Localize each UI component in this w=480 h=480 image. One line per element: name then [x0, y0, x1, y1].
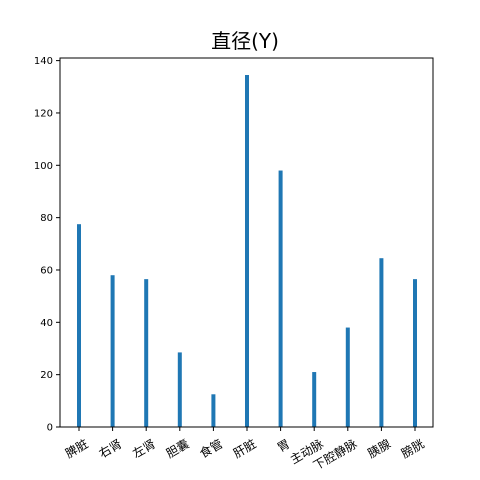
bar-5: [245, 75, 249, 428]
y-tick-label: 120: [34, 108, 53, 119]
y-tick-label: 40: [40, 318, 53, 329]
y-tick-label: 80: [40, 213, 53, 224]
bar-1: [110, 275, 115, 427]
y-axis: 0 20 40 60 80 100 120 140: [34, 56, 60, 434]
x-tick-label: 膀胱: [398, 436, 426, 461]
y-tick-label: 20: [40, 370, 53, 381]
bar-6: [278, 170, 283, 427]
bar-8: [345, 327, 350, 427]
x-tick-label: 胆囊: [163, 436, 191, 461]
x-tick-label: 肝脏: [230, 436, 258, 461]
bar-3: [177, 352, 182, 427]
y-tick-label: 100: [34, 161, 53, 172]
bar-10: [413, 279, 417, 427]
x-tick-label: 右肾: [96, 436, 124, 461]
bar-9: [379, 258, 384, 427]
plot-frame: [59, 57, 434, 428]
x-tick-label: 食管: [197, 436, 225, 461]
chart-title: 直径(Y): [211, 29, 279, 53]
x-tick-label: 脾脏: [62, 436, 90, 461]
x-tick-label: 胃: [275, 437, 292, 455]
x-tick-label: 左肾: [130, 436, 158, 461]
y-tick-label: 60: [40, 265, 53, 276]
x-tick-label: 胰腺: [365, 437, 393, 461]
bar-2: [144, 279, 149, 427]
bar-7: [312, 372, 317, 427]
bar-0: [77, 224, 81, 427]
y-tick-label: 140: [34, 56, 53, 67]
y-tick-label: 0: [47, 423, 53, 434]
bars-group: [77, 75, 417, 428]
bar-4: [211, 394, 216, 427]
